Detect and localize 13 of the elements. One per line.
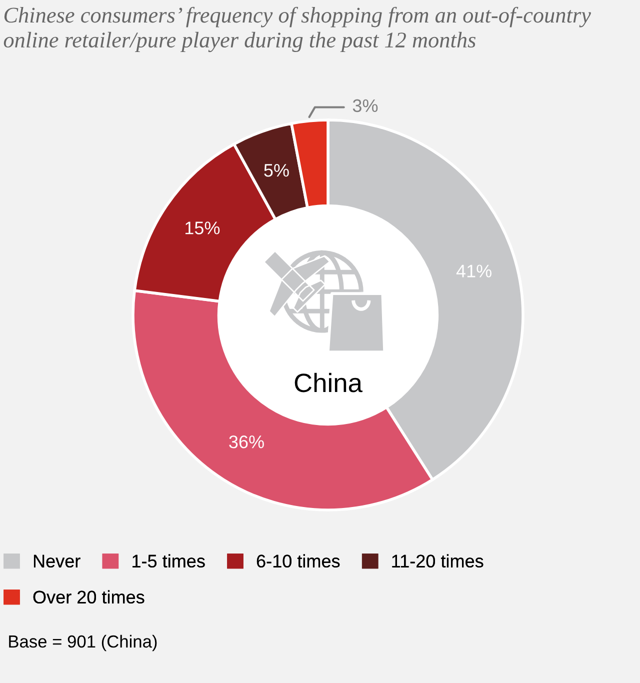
legend-label: Never xyxy=(34,554,80,568)
text: Base = 901 (China) xyxy=(9,634,157,652)
data-label: 36% xyxy=(229,435,264,448)
legend-label: Over 20 times xyxy=(33,590,144,604)
data-label: 5% xyxy=(264,164,289,177)
data-label: 3% xyxy=(352,99,378,112)
data-label: 41% xyxy=(456,264,492,278)
legend-label: 1-5 times xyxy=(132,554,205,568)
data-label: 15% xyxy=(186,222,220,234)
legend-label: 11-20 times xyxy=(392,554,484,568)
legend-label: 6-10 times xyxy=(256,554,340,568)
chart-title: Chinese consumers’ frequency of shopping from an out-of-country online retailer/pure player during the past 12 months xyxy=(4,6,591,52)
text: China xyxy=(294,372,362,392)
